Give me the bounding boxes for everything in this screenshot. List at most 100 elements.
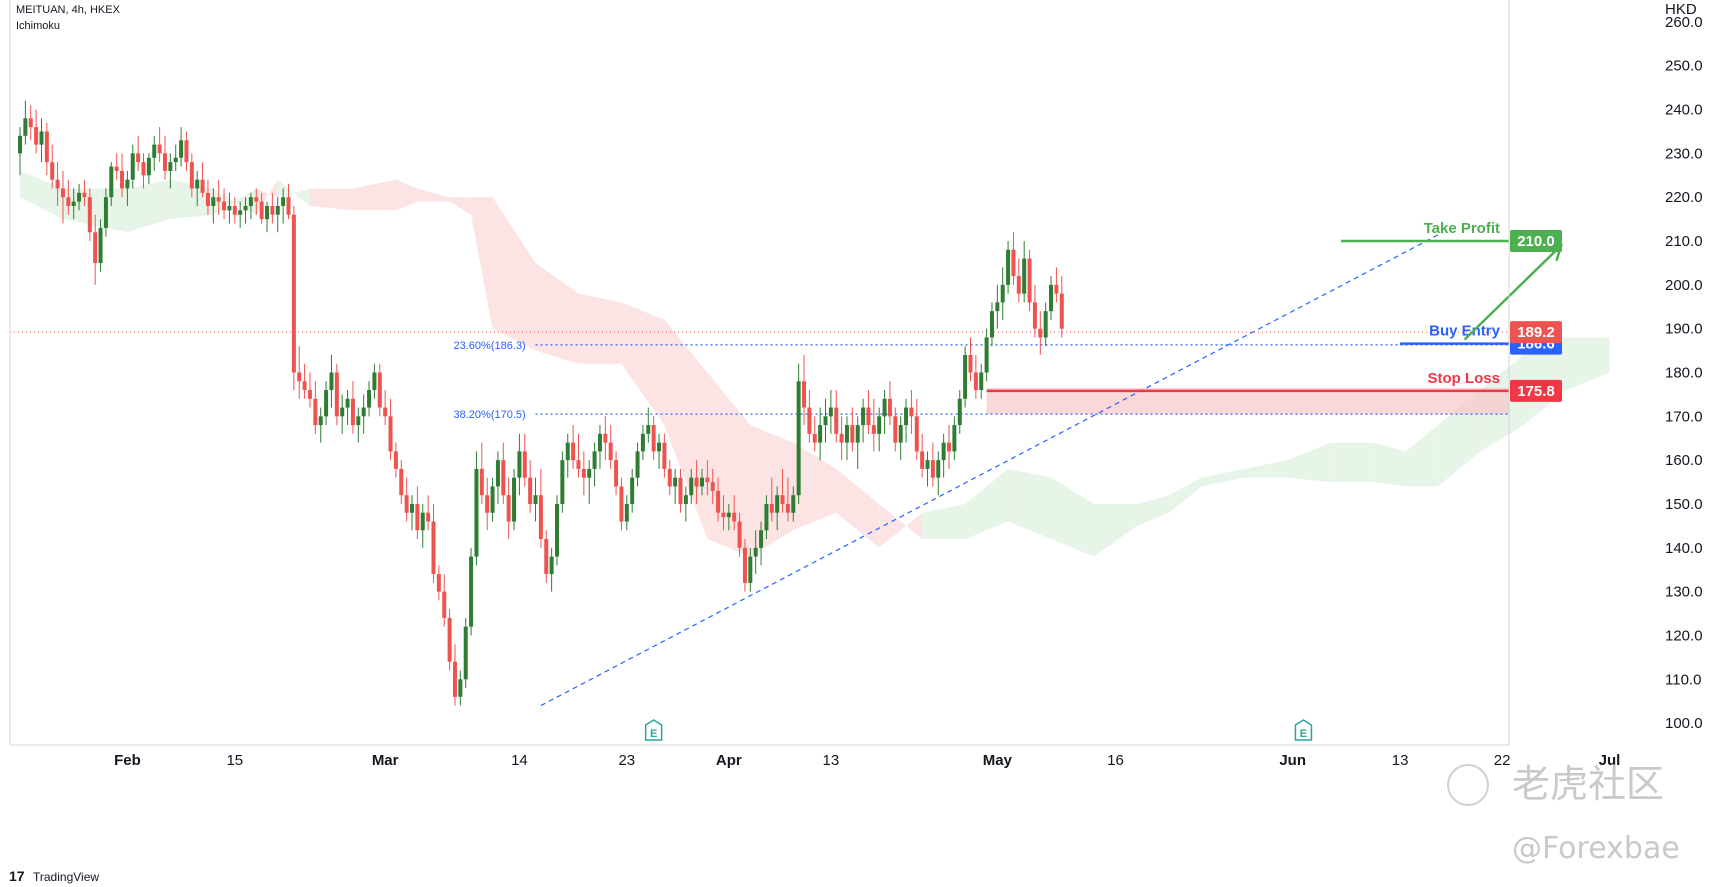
x-tick-label: 14 xyxy=(511,752,528,769)
candle-body xyxy=(587,468,592,478)
candle xyxy=(44,122,49,176)
candle xyxy=(222,188,227,220)
earnings-marker[interactable]: E xyxy=(644,719,663,741)
candle-body xyxy=(914,416,919,452)
candle-body xyxy=(1032,302,1037,329)
candle xyxy=(275,197,280,233)
candle xyxy=(1006,241,1011,294)
candle xyxy=(447,609,452,671)
candle-body xyxy=(737,521,742,548)
candle xyxy=(785,477,790,522)
candle-body xyxy=(764,503,769,531)
candle-body xyxy=(152,144,157,158)
candle xyxy=(50,144,55,189)
candle-body xyxy=(528,477,533,504)
plot-area[interactable] xyxy=(10,0,1509,745)
earnings-label: E xyxy=(650,728,657,740)
candle xyxy=(667,460,672,496)
candle-body xyxy=(286,197,291,215)
candle xyxy=(286,184,291,220)
candle xyxy=(248,192,253,220)
candle-body xyxy=(850,425,855,443)
candle-body xyxy=(307,390,312,399)
candle-body xyxy=(748,556,753,583)
candle-body xyxy=(361,407,366,417)
cloud-segment xyxy=(471,197,493,329)
candle-body xyxy=(861,407,866,426)
candle-body xyxy=(66,197,71,206)
candle xyxy=(452,644,457,706)
candle-body xyxy=(506,495,511,522)
y-tick-label: 140.0 xyxy=(1665,540,1703,557)
candle-body xyxy=(742,547,747,583)
take-profit-price-text: 210.0 xyxy=(1517,233,1555,250)
candle xyxy=(436,565,441,601)
plot-background[interactable] xyxy=(10,0,1509,745)
y-tick-label: 250.0 xyxy=(1665,58,1703,75)
x-tick-label: Mar xyxy=(372,752,399,769)
candle xyxy=(195,170,200,206)
candle-body xyxy=(581,468,586,478)
cloud-segment xyxy=(20,170,63,220)
candle xyxy=(764,495,769,540)
cloud-segment xyxy=(1008,468,1052,540)
candle-body xyxy=(823,416,828,426)
candle-body xyxy=(775,495,780,513)
candle-body xyxy=(1049,284,1054,312)
candle-body xyxy=(82,192,87,198)
cloud-segment xyxy=(922,503,966,540)
x-tick-label: 23 xyxy=(618,752,635,769)
fib-level-label: 38.20%(170.5) xyxy=(454,409,526,421)
candle xyxy=(77,184,82,211)
earnings-marker[interactable]: E xyxy=(1294,719,1313,741)
candle xyxy=(334,363,339,426)
candle xyxy=(608,425,613,469)
candle xyxy=(270,192,275,224)
candle xyxy=(565,433,570,478)
candle-body xyxy=(388,416,393,452)
candle xyxy=(989,302,994,347)
candle xyxy=(87,188,92,242)
candle-body xyxy=(34,127,39,145)
candle-body xyxy=(882,398,887,417)
candle xyxy=(350,381,355,434)
candle xyxy=(936,451,941,496)
candle-body xyxy=(640,433,645,452)
candle xyxy=(737,512,742,557)
candle xyxy=(597,425,602,469)
candle xyxy=(485,477,490,531)
x-tick-label: 16 xyxy=(1107,752,1124,769)
y-tick-label: 170.0 xyxy=(1665,408,1703,425)
candle-body xyxy=(98,227,103,263)
candle-body xyxy=(227,205,232,211)
trendline xyxy=(540,231,1444,707)
candle xyxy=(291,205,296,391)
candle xyxy=(742,539,747,592)
candle xyxy=(23,100,28,145)
candle-body xyxy=(828,407,833,417)
candle xyxy=(501,442,506,504)
candle xyxy=(356,407,361,443)
candle xyxy=(844,416,849,461)
x-tick-label: Jun xyxy=(1279,752,1306,769)
candle-body xyxy=(1059,293,1064,329)
candle xyxy=(495,451,500,504)
candle xyxy=(614,451,619,496)
candle xyxy=(807,390,812,443)
tradingview-brand: TradingView xyxy=(33,870,99,884)
cloud-segment xyxy=(793,442,837,531)
candle-body xyxy=(995,302,1000,312)
candle-body xyxy=(50,162,55,180)
candle xyxy=(968,337,973,382)
tradingview-logo[interactable]: 17 TradingView xyxy=(9,868,99,884)
candle xyxy=(512,468,517,531)
candle xyxy=(479,442,484,504)
candle xyxy=(324,381,329,426)
candle-body xyxy=(780,495,785,504)
candle-body xyxy=(162,153,167,171)
candle-body xyxy=(345,398,350,408)
stop-loss-price-text: 175.8 xyxy=(1517,383,1555,400)
candle xyxy=(753,530,758,575)
candle-body xyxy=(839,433,844,443)
